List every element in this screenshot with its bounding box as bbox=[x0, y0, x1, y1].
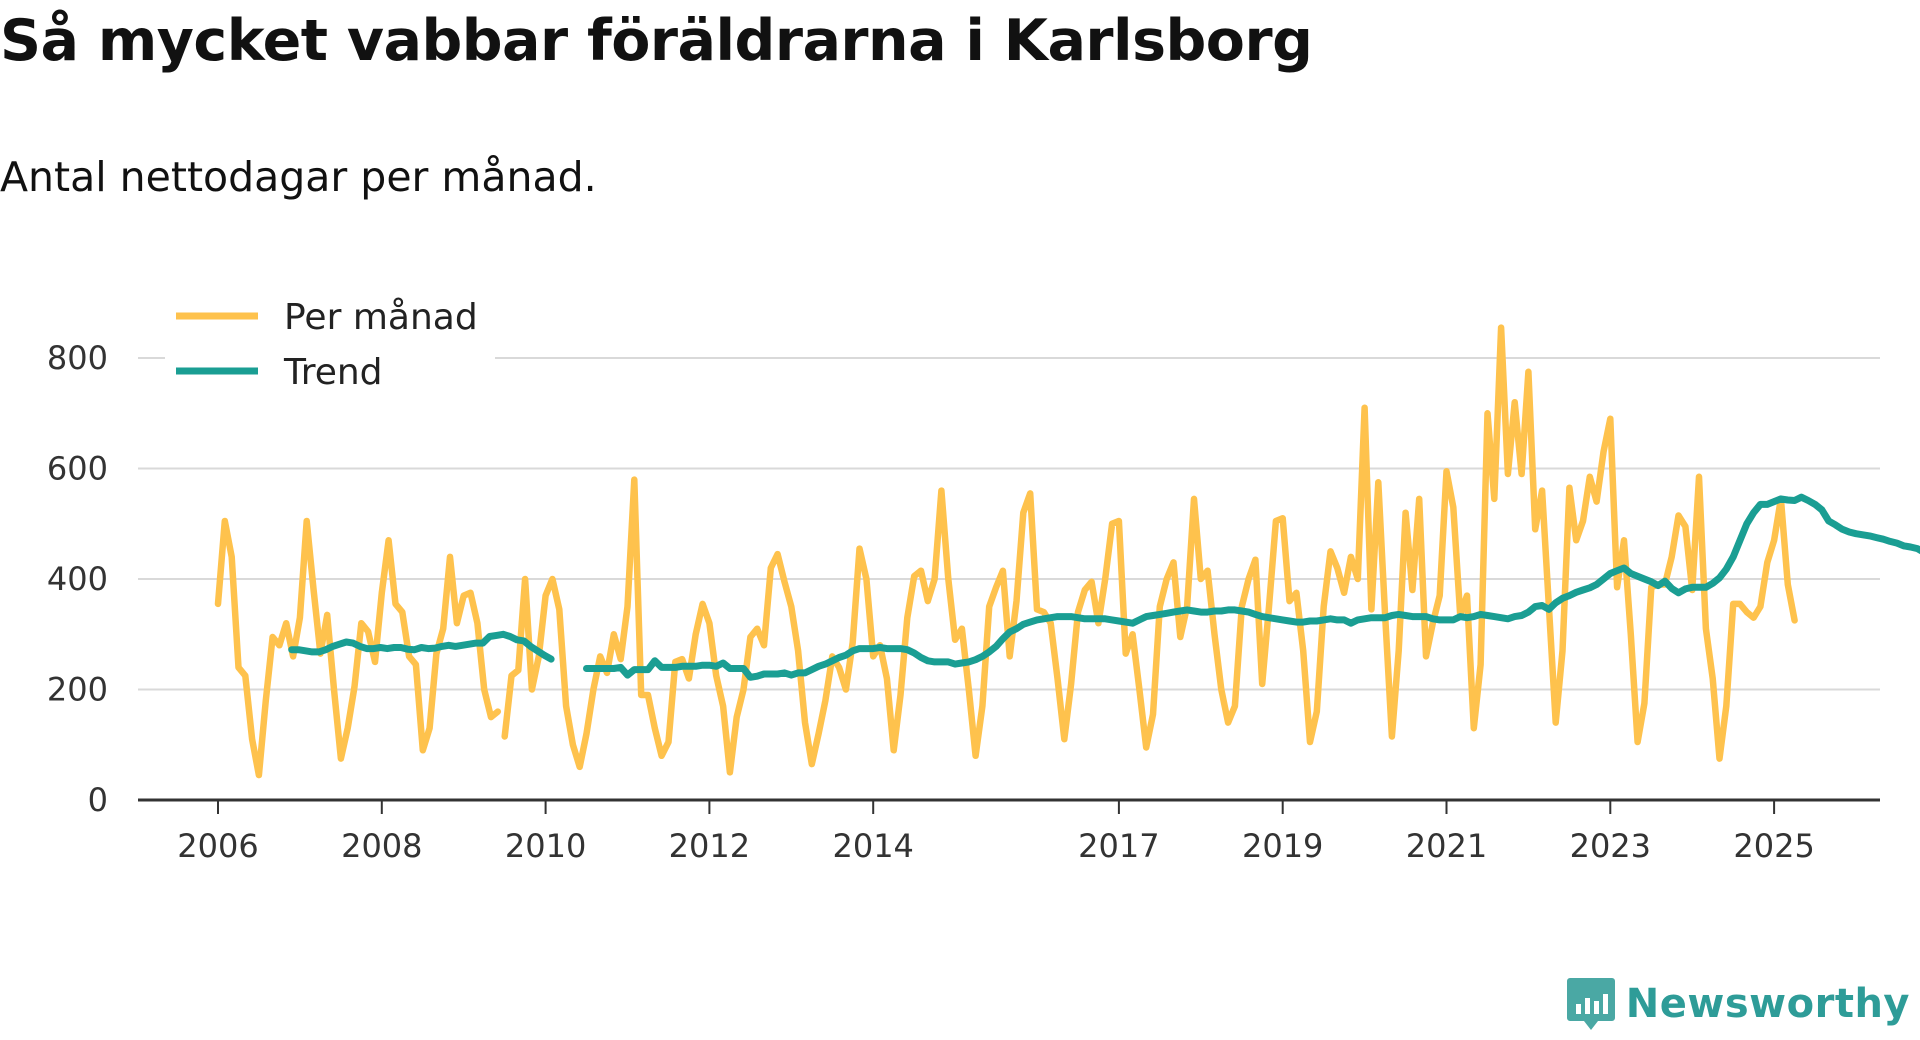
y-tick-label-600: 600 bbox=[47, 450, 108, 488]
series-line-per-manad-segment-1 bbox=[501, 324, 1798, 776]
newsworthy-wordmark: Newsworthy bbox=[1625, 981, 1910, 1027]
x-tick-label-2008: 2008 bbox=[341, 827, 422, 865]
x-tick-label-2012: 2012 bbox=[669, 827, 750, 865]
x-tick-label-2023: 2023 bbox=[1570, 827, 1651, 865]
chart-subtitle: Antal nettodagar per månad. bbox=[0, 153, 597, 201]
series-line-trend-segment-0 bbox=[288, 630, 555, 663]
y-tick-label-200: 200 bbox=[47, 671, 108, 709]
legend-background bbox=[165, 285, 495, 397]
y-tick-label-800: 800 bbox=[47, 339, 108, 377]
x-tick-label-2010: 2010 bbox=[505, 827, 586, 865]
series-lines bbox=[214, 324, 1920, 779]
x-tick-label-2014: 2014 bbox=[832, 827, 913, 865]
newsworthy-logo: Newsworthy bbox=[1566, 976, 1910, 1032]
legend: Per månad Trend bbox=[165, 285, 495, 397]
chart-title: Så mycket vabbar föräldrarna i Karlsborg bbox=[0, 8, 1313, 74]
series-line-trend-segment-1 bbox=[583, 493, 1920, 681]
x-tick-label-2021: 2021 bbox=[1406, 827, 1487, 865]
x-tick-label-2006: 2006 bbox=[177, 827, 258, 865]
legend-label-per-manad: Per månad bbox=[284, 297, 478, 338]
y-axis-ticks: 0 200 400 600 800 bbox=[47, 339, 108, 819]
series-line-per-manad-segment-0 bbox=[214, 517, 502, 779]
x-tick-label-2017: 2017 bbox=[1078, 827, 1159, 865]
legend-label-trend: Trend bbox=[283, 352, 383, 393]
x-tick-label-2019: 2019 bbox=[1242, 827, 1323, 865]
newsworthy-logo-icon bbox=[1566, 978, 1615, 1030]
y-tick-label-400: 400 bbox=[47, 560, 108, 598]
y-tick-label-0: 0 bbox=[88, 781, 108, 819]
x-tick-label-2025: 2025 bbox=[1733, 827, 1814, 865]
x-axis: 2006 2008 2010 2012 2014 2017 2019 2021 2023 2025 bbox=[138, 798, 1880, 865]
